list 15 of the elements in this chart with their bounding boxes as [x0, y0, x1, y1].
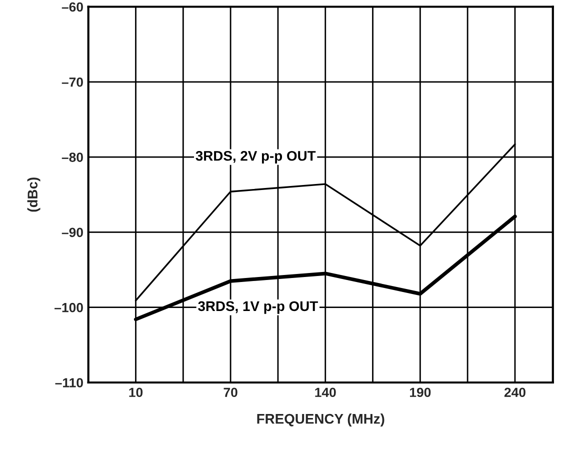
- x-tick-label: 10: [129, 388, 143, 398]
- y-tick-label: –80: [62, 152, 83, 162]
- y-tick-label: –110: [55, 378, 83, 388]
- x-tick-label: 70: [224, 388, 238, 398]
- x-axis-title: FREQUENCY (MHz): [257, 414, 384, 426]
- series-label: 3RDS, 2V p-p OUT: [196, 150, 316, 164]
- y-tick-label: –70: [62, 77, 83, 87]
- x-tick-label: 140: [315, 388, 336, 398]
- y-axis-title: (dBc): [27, 178, 40, 212]
- x-tick-label: 190: [410, 388, 431, 398]
- x-tick-label: 240: [504, 388, 526, 398]
- y-tick-label: –60: [62, 2, 83, 12]
- series-label: 3RDS, 1V p-p OUT: [198, 301, 318, 314]
- y-tick-label: –90: [62, 228, 83, 238]
- y-tick-label: –100: [54, 302, 83, 312]
